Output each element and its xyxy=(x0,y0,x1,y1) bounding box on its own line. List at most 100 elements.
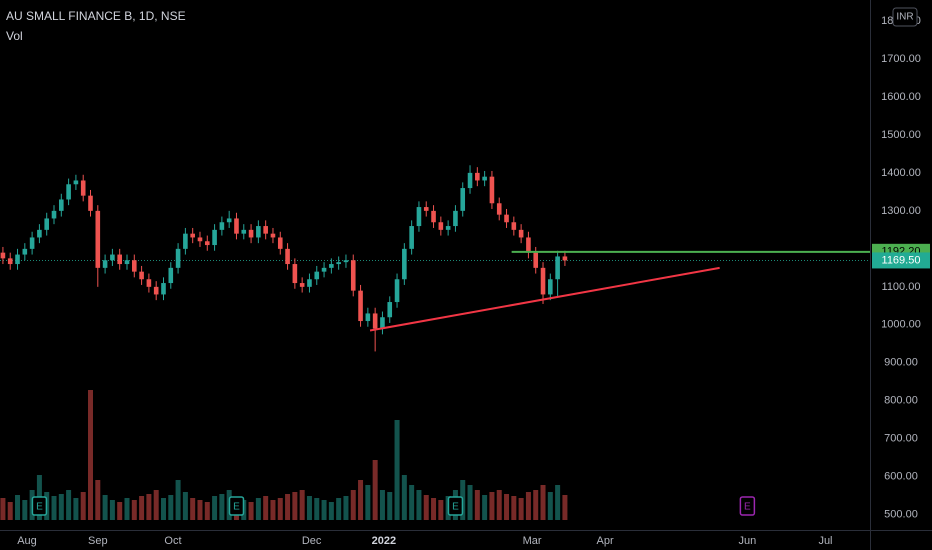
candle-body xyxy=(475,172,480,181)
candle-body xyxy=(139,271,144,280)
candle-body xyxy=(131,260,137,272)
volume-bar xyxy=(153,490,159,520)
y-tick-label: 1400.00 xyxy=(881,167,921,179)
volume-bar xyxy=(394,420,400,520)
volume-bar xyxy=(66,490,72,520)
volume-bar xyxy=(263,496,269,520)
candle-body xyxy=(423,207,429,211)
y-tick-label: 1700.00 xyxy=(881,53,921,65)
candle-body xyxy=(110,254,115,261)
candle-body xyxy=(299,283,305,287)
candle-body xyxy=(402,248,407,280)
earnings-marker xyxy=(739,496,756,516)
candle-body xyxy=(453,210,458,227)
volume-bar xyxy=(431,498,437,520)
volume-bar xyxy=(365,485,371,520)
volume-bar xyxy=(277,498,283,520)
candle-body xyxy=(95,210,101,268)
x-tick-label: Sep xyxy=(88,535,108,547)
candle-body xyxy=(241,229,247,234)
candle-body xyxy=(540,267,546,295)
earnings-label: E xyxy=(452,502,459,513)
candle-body xyxy=(80,180,86,196)
candle-body xyxy=(7,258,13,265)
price-label: 1169.50 xyxy=(882,254,921,266)
candle-body xyxy=(358,290,363,322)
volume-bar xyxy=(358,480,364,520)
candle-body xyxy=(365,313,371,322)
candle-body xyxy=(380,317,385,329)
y-tick-label: 1000.00 xyxy=(881,319,921,331)
candle-body xyxy=(22,248,28,255)
candle-body xyxy=(37,229,42,238)
volume-bar xyxy=(0,498,6,520)
volume-bar xyxy=(328,502,334,520)
y-tick-label: 500.00 xyxy=(884,509,918,521)
volume-bar xyxy=(540,485,546,520)
volume-bar xyxy=(182,492,188,520)
chart-title: AU SMALL FINANCE B, 1D, NSE xyxy=(6,9,186,23)
candle-body xyxy=(44,218,50,230)
volume-bar xyxy=(416,490,422,520)
volume-bar xyxy=(80,492,86,520)
volume-bar xyxy=(292,492,298,520)
volume-bar xyxy=(504,494,510,520)
earnings-label: E xyxy=(744,502,751,513)
candle-body xyxy=(518,229,524,238)
candle-body xyxy=(0,252,6,259)
candle-body xyxy=(146,279,152,287)
earnings-marker xyxy=(447,496,464,516)
volume-bar xyxy=(175,480,181,520)
candle-body xyxy=(175,248,181,268)
candle-body xyxy=(66,184,71,200)
volume-bar xyxy=(190,498,196,520)
y-tick-label: 800.00 xyxy=(884,395,918,407)
candle-body xyxy=(197,237,203,242)
candle-body xyxy=(467,172,473,189)
volume-bar xyxy=(467,485,473,520)
y-tick-label: 1300.00 xyxy=(881,205,921,217)
volume-bar xyxy=(270,500,276,520)
volume-bar xyxy=(204,502,210,520)
candle-body xyxy=(431,210,436,223)
candle-body xyxy=(270,233,276,238)
volume-bar xyxy=(109,500,115,520)
volume-bar xyxy=(212,496,218,520)
candle-body xyxy=(248,229,254,238)
y-tick-label: 700.00 xyxy=(884,433,918,445)
candle-body xyxy=(88,195,93,211)
candle-body xyxy=(117,254,122,265)
candle-body xyxy=(314,271,320,280)
volume-bar xyxy=(562,495,568,520)
candle-body xyxy=(562,256,568,261)
volume-bar xyxy=(168,495,174,520)
volume-bar xyxy=(547,492,553,520)
volume-bar xyxy=(124,498,130,520)
volume-bar xyxy=(197,500,203,520)
volume-bar xyxy=(15,495,21,520)
volume-bar xyxy=(7,502,13,520)
candle-body xyxy=(329,264,334,268)
volume-bar xyxy=(73,498,79,520)
volume-bar xyxy=(496,490,502,520)
candle-body xyxy=(263,226,268,234)
volume-bar xyxy=(387,492,393,520)
volume-bar xyxy=(343,496,349,520)
candle-body xyxy=(343,260,349,263)
y-tick-label: 1100.00 xyxy=(882,281,921,293)
candle-body xyxy=(321,267,327,272)
volume-bar xyxy=(525,492,531,520)
x-tick-label: Dec xyxy=(302,535,322,547)
candle-body xyxy=(51,210,57,219)
trendline xyxy=(369,266,720,332)
candle-body xyxy=(526,237,531,253)
candle-body xyxy=(219,222,225,230)
candle-body xyxy=(496,203,502,215)
candle-body xyxy=(438,222,444,230)
candle-body xyxy=(285,248,290,265)
x-tick-label: Jun xyxy=(739,535,757,547)
volume-bar xyxy=(511,496,517,520)
candle-body xyxy=(548,279,553,295)
candle-body xyxy=(234,218,239,234)
